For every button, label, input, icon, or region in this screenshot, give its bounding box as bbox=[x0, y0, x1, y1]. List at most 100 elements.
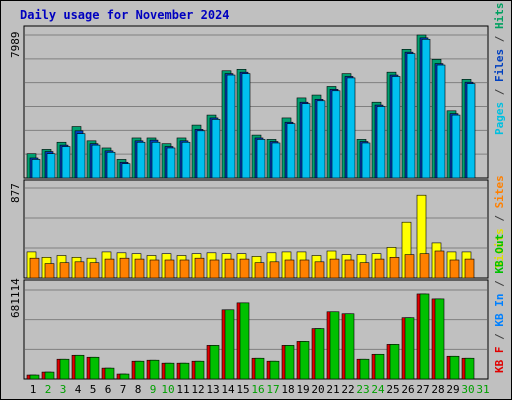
bar-pages-day-5 bbox=[91, 144, 101, 179]
x-tick-day-16: 16 bbox=[251, 383, 264, 396]
bar-kb-out-day-16 bbox=[254, 357, 265, 380]
visits-ytick-label: 877 bbox=[9, 183, 22, 203]
bar-pages-day-7 bbox=[121, 163, 131, 179]
bar-kb-out-day-11 bbox=[179, 362, 190, 380]
bar-kb-out-day-20 bbox=[314, 328, 325, 380]
x-tick-day-3: 3 bbox=[60, 383, 67, 396]
side-label-part: KB Out bbox=[493, 234, 506, 274]
bar-sites-day-15 bbox=[239, 258, 250, 279]
bar-kb-out-day-12 bbox=[194, 360, 205, 380]
x-tick-day-28: 28 bbox=[431, 383, 444, 396]
x-tick-day-5: 5 bbox=[90, 383, 97, 396]
bar-pages-day-29 bbox=[451, 114, 461, 179]
bar-pages-day-17 bbox=[271, 142, 281, 179]
bar-kb-out-day-5 bbox=[89, 356, 100, 380]
bar-pages-day-21 bbox=[331, 90, 341, 179]
bar-sites-day-5 bbox=[89, 262, 100, 279]
x-tick-day-27: 27 bbox=[416, 383, 429, 396]
bar-kb-out-day-8 bbox=[134, 360, 145, 380]
x-tick-day-23: 23 bbox=[356, 383, 369, 396]
bar-sites-day-13 bbox=[209, 259, 220, 279]
bar-kb-out-day-25 bbox=[389, 344, 400, 380]
bar-kb-out-day-24 bbox=[374, 353, 385, 380]
side-label-part: Visits bbox=[493, 228, 506, 268]
bar-kb-out-day-3 bbox=[59, 358, 70, 380]
bar-kb-out-day-28 bbox=[434, 298, 445, 380]
x-tick-day-31: 31 bbox=[476, 383, 489, 396]
x-tick-day-21: 21 bbox=[326, 383, 339, 396]
bar-pages-day-8 bbox=[136, 141, 146, 179]
x-tick-labels: 1 2 3 4 5 6 7 8 9 10 11 12 13 14 15 16 17 18 19 20 21 22 23 24 2… bbox=[30, 383, 490, 396]
bar-pages-day-6 bbox=[106, 151, 116, 179]
x-tick-day-14: 14 bbox=[221, 383, 235, 396]
bar-pages-day-9 bbox=[151, 141, 161, 179]
side-label-top: Pages / Files / Hits bbox=[493, 3, 506, 136]
bar-sites-day-29 bbox=[449, 259, 460, 279]
bar-sites-day-2 bbox=[44, 263, 55, 279]
bar-sites-day-30 bbox=[464, 258, 475, 279]
side-label-middle: Visits / Sites bbox=[493, 175, 506, 268]
x-tick-day-7: 7 bbox=[120, 383, 127, 396]
bar-sites-day-8 bbox=[134, 258, 145, 279]
x-tick-day-2: 2 bbox=[45, 383, 52, 396]
x-tick-day-1: 1 bbox=[30, 383, 37, 396]
bar-pages-day-11 bbox=[181, 141, 191, 179]
bar-pages-day-27 bbox=[421, 38, 431, 179]
bar-kb-out-day-30 bbox=[464, 357, 475, 380]
bar-kb-out-day-26 bbox=[404, 317, 415, 380]
bar-pages-day-20 bbox=[316, 100, 326, 179]
bar-sites-day-25 bbox=[389, 256, 400, 279]
x-tick-day-13: 13 bbox=[206, 383, 219, 396]
side-label-part: / bbox=[493, 208, 506, 228]
bar-pages-day-18 bbox=[286, 123, 296, 179]
bar-sites-day-20 bbox=[314, 261, 325, 279]
bar-sites-day-27 bbox=[419, 253, 430, 279]
bar-pages-day-13 bbox=[211, 119, 221, 179]
bar-sites-day-10 bbox=[164, 259, 175, 279]
hits-ytick-label: 7989 bbox=[9, 32, 22, 59]
bar-sites-day-19 bbox=[299, 259, 310, 279]
bar-marks bbox=[26, 34, 476, 380]
x-tick-day-29: 29 bbox=[446, 383, 459, 396]
bar-sites-day-7 bbox=[119, 257, 130, 279]
x-tick-day-25: 25 bbox=[386, 383, 399, 396]
x-tick-day-12: 12 bbox=[191, 383, 204, 396]
bar-sites-day-18 bbox=[284, 259, 295, 279]
x-tick-day-24: 24 bbox=[371, 383, 385, 396]
x-tick-day-9: 9 bbox=[150, 383, 157, 396]
x-tick-day-22: 22 bbox=[341, 383, 354, 396]
side-label-part: KB In bbox=[493, 294, 506, 327]
bar-pages-day-4 bbox=[76, 133, 86, 179]
x-tick-day-6: 6 bbox=[105, 383, 112, 396]
bar-sites-day-17 bbox=[269, 261, 280, 279]
bar-pages-day-19 bbox=[301, 103, 311, 179]
x-tick-day-19: 19 bbox=[296, 383, 309, 396]
x-tick-day-10: 10 bbox=[161, 383, 174, 396]
bar-sites-day-24 bbox=[374, 258, 385, 279]
bar-kb-out-day-19 bbox=[299, 341, 310, 380]
bar-kb-out-day-27 bbox=[419, 293, 430, 380]
bar-sites-day-22 bbox=[344, 259, 355, 279]
bar-pages-day-28 bbox=[436, 64, 446, 179]
bar-kb-out-day-17 bbox=[269, 360, 280, 380]
side-label-part: / bbox=[493, 29, 506, 49]
bar-sites-day-12 bbox=[194, 257, 205, 279]
x-tick-day-8: 8 bbox=[135, 383, 142, 396]
x-tick-day-18: 18 bbox=[281, 383, 294, 396]
bar-pages-day-24 bbox=[376, 106, 386, 179]
bar-kb-out-day-23 bbox=[359, 358, 370, 380]
bar-kb-out-day-22 bbox=[344, 313, 355, 380]
bar-sites-day-11 bbox=[179, 259, 190, 279]
bar-pages-day-2 bbox=[46, 153, 56, 179]
bar-pages-day-26 bbox=[406, 53, 416, 179]
bar-pages-day-3 bbox=[61, 146, 71, 179]
side-label-part: KB F bbox=[493, 347, 506, 374]
bar-pages-day-25 bbox=[391, 76, 401, 179]
bar-sites-day-3 bbox=[59, 262, 70, 279]
side-label-bottom: KB F / KB In / KB Out bbox=[493, 234, 506, 373]
bar-kb-out-day-7 bbox=[119, 373, 130, 380]
bar-kb-out-day-21 bbox=[329, 311, 340, 380]
bar-kb-out-day-13 bbox=[209, 345, 220, 380]
